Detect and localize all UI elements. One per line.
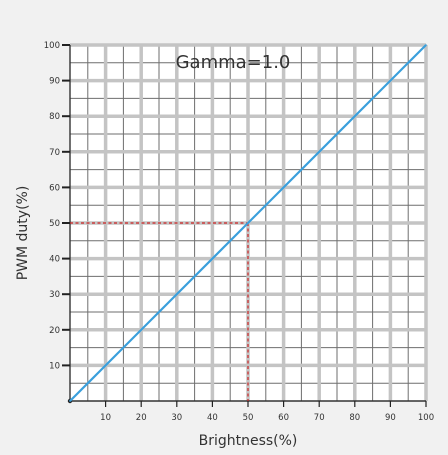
x-tick-label: 100 — [418, 413, 434, 423]
series-line — [69, 44, 427, 402]
y-tick-label: 10 — [49, 361, 60, 371]
x-tick-label: 20 — [136, 413, 147, 423]
reference-lines — [70, 222, 249, 401]
x-tick-label: 10 — [100, 413, 111, 423]
y-axis-title: PWM duty(%) — [15, 186, 31, 281]
y-tick-label: 40 — [49, 255, 60, 265]
series-point — [69, 400, 71, 402]
series-point — [425, 44, 427, 46]
x-tick-label: 90 — [385, 413, 396, 423]
x-axis-title: Brightness(%) — [199, 433, 298, 449]
gamma-annotation: Gamma=1.0 — [176, 52, 291, 73]
y-tick-label: 90 — [49, 77, 60, 87]
x-tick-label: 60 — [278, 413, 289, 423]
y-tick-label: 70 — [49, 148, 60, 158]
x-tick-label: 50 — [243, 413, 254, 423]
series — [69, 44, 427, 402]
y-tick-label: 50 — [49, 219, 60, 229]
y-tick-label: 20 — [49, 326, 60, 336]
y-tick-label: 80 — [49, 112, 60, 122]
x-tick-label: 40 — [207, 413, 218, 423]
y-tick-label: 100 — [44, 41, 60, 51]
x-tick-label: 80 — [349, 413, 360, 423]
x-tick-label: 70 — [314, 413, 325, 423]
y-tick-label: 60 — [49, 183, 60, 193]
tick-labels: 10 20 30 40 50 60 70 80 90 100 10 20 30 40 50 60 70 80 90 1… — [44, 41, 434, 423]
y-tick-label: 30 — [49, 290, 60, 300]
x-tick-label: 30 — [171, 413, 182, 423]
